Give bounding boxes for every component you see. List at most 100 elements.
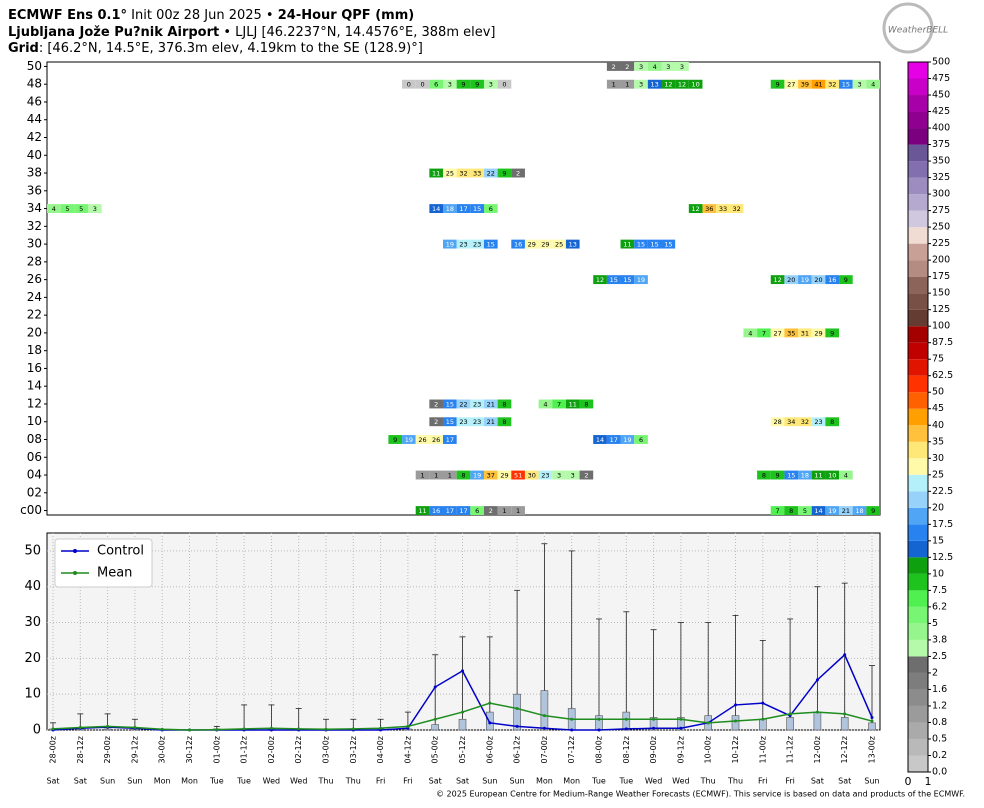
station-info: • LJLJ [46.2237°N, 14.4576°E, 388m elev]	[223, 25, 495, 40]
colorbar-band	[908, 128, 928, 145]
cell-value: 29	[541, 241, 549, 249]
colorbar-label: 22.5	[932, 486, 953, 497]
y-tick-label: 38	[27, 166, 42, 180]
cell	[606, 275, 621, 285]
cell	[770, 275, 785, 285]
cell	[688, 204, 703, 213]
cell	[811, 417, 826, 427]
cell-value: 1	[516, 507, 520, 515]
point	[843, 712, 847, 716]
cell	[634, 435, 648, 444]
colorbar-band	[908, 95, 928, 112]
cell	[593, 435, 607, 444]
cell-value: 15	[842, 81, 850, 89]
day-label: Wed	[290, 777, 307, 786]
cell-value: 9	[475, 81, 479, 89]
cell	[538, 399, 553, 409]
cell	[60, 204, 75, 213]
cell	[388, 435, 403, 444]
y-tick-label: 02	[27, 485, 42, 499]
x-tick-label: 29-12z	[130, 736, 139, 763]
box	[485, 711, 494, 731]
point	[542, 714, 546, 718]
colorbar-label: 50	[932, 387, 944, 398]
x-tick-label: 08-00z	[595, 736, 604, 763]
cell	[675, 79, 689, 89]
point	[597, 717, 601, 721]
cell	[852, 79, 867, 89]
x-tick-label: 04-12z	[403, 736, 412, 763]
cell	[497, 79, 512, 89]
colorbar-band	[908, 161, 928, 178]
point	[488, 721, 492, 725]
cell	[811, 328, 826, 338]
cell	[443, 204, 457, 213]
point	[51, 727, 55, 731]
colorbar-band	[908, 458, 928, 475]
cell-value: 19	[801, 276, 809, 284]
cell	[497, 470, 512, 480]
cell	[839, 79, 853, 89]
y-tick-label: 26	[27, 272, 42, 286]
colorbar-label: 475	[932, 73, 950, 84]
day-label: Thu	[345, 777, 361, 786]
legend-label: Control	[97, 544, 144, 559]
cell-value: 15	[651, 241, 659, 249]
cell	[675, 62, 689, 71]
y-tick-label: 24	[27, 290, 42, 304]
colorbar-label: 17.5	[932, 519, 953, 530]
day-label: Tue	[209, 777, 224, 786]
cell-value: 23	[473, 400, 481, 408]
cell-value: 0	[420, 81, 424, 89]
cell	[634, 79, 648, 89]
colorbar-band	[908, 293, 928, 310]
x-tick-label: 07-12z	[567, 736, 576, 763]
colorbar-band	[908, 606, 928, 624]
cell-value: 3	[857, 81, 861, 89]
cell-value: 3	[639, 63, 643, 71]
cell	[429, 204, 444, 213]
cell-value: 19	[405, 436, 413, 444]
cell-value: 23	[459, 241, 467, 249]
y-tick-label: 16	[27, 361, 42, 375]
point	[433, 717, 437, 721]
box	[758, 718, 767, 731]
colorbar-band	[908, 590, 928, 607]
cell-value: 10	[828, 472, 836, 480]
cell-value: 16	[432, 507, 440, 515]
day-label: Thu	[727, 777, 743, 786]
point	[406, 724, 410, 728]
title-line3: Grid: [46.2°N, 14.5°E, 376.3m elev, 4.19…	[8, 41, 423, 56]
cell	[839, 506, 853, 515]
colorbar-label: 0.0	[932, 767, 947, 778]
cell	[524, 470, 539, 480]
cell-value: 3	[489, 81, 493, 89]
y-tick-label: 28	[27, 254, 42, 268]
colorbar-label: 100	[932, 321, 950, 332]
point	[160, 727, 164, 731]
cell	[87, 204, 102, 213]
colorbar-band	[908, 62, 928, 79]
cell	[647, 239, 662, 249]
x-tick-label: 28-12z	[76, 736, 85, 763]
point	[624, 727, 628, 731]
cell-value: 9	[502, 170, 506, 178]
x-tick-label: 07-00z	[540, 736, 549, 763]
cell-value: 12	[678, 81, 686, 89]
cell-value: 51	[514, 472, 522, 480]
cell-value: 27	[787, 81, 795, 89]
cell	[825, 417, 840, 427]
point	[269, 726, 273, 730]
colorbar-label: 12.5	[932, 552, 953, 563]
cell	[688, 79, 703, 89]
x-tick-label: 01-12z	[240, 736, 249, 763]
colorbar-label: 275	[932, 205, 950, 216]
box	[677, 717, 685, 731]
point	[215, 728, 219, 732]
day-label: Mon	[563, 777, 580, 786]
cell-value: 5	[65, 205, 69, 213]
cell	[784, 275, 799, 285]
colorbar-band	[908, 672, 928, 690]
cell	[47, 204, 61, 213]
cell-value: 5	[79, 205, 83, 213]
